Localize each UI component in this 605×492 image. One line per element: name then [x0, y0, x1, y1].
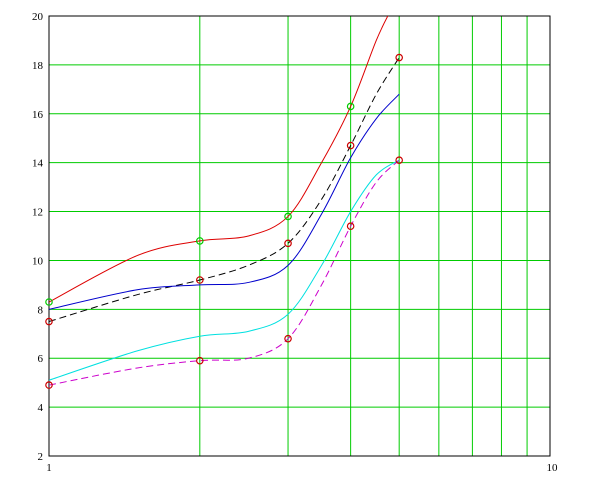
grid [49, 16, 550, 456]
data-point-marker [395, 53, 403, 62]
y-tick-label: 6 [38, 353, 44, 365]
series-line-4 [49, 159, 400, 381]
y-tick-label: 12 [32, 207, 43, 219]
y-tick-label: 2 [38, 451, 44, 463]
plot-frame [48, 15, 551, 457]
marker-group [45, 53, 403, 389]
series-group [49, 16, 400, 386]
y-tick-label: 18 [32, 60, 44, 72]
y-tick-label: 20 [32, 11, 44, 23]
x-tick-label: 1 [46, 462, 52, 474]
y-tick-label: 16 [32, 109, 44, 121]
data-point-marker [196, 356, 204, 365]
x-tick-label: 10 [547, 462, 559, 474]
data-point-marker [196, 276, 204, 284]
x-axis-ticks: 1 10 [46, 462, 558, 474]
series-line-5 [49, 159, 400, 386]
data-point-marker [45, 381, 53, 389]
y-tick-label: 14 [32, 158, 44, 170]
data-point-marker [45, 317, 53, 326]
y-tick-label: 8 [38, 304, 44, 316]
data-point-marker [284, 212, 292, 221]
data-point-marker [395, 156, 403, 165]
y-tick-label: 4 [38, 402, 44, 414]
data-point-marker [196, 237, 204, 245]
data-point-marker [346, 222, 355, 231]
y-tick-label: 10 [32, 255, 44, 267]
data-point-marker [284, 334, 292, 343]
series-line-1 [49, 16, 389, 303]
data-point-marker [45, 298, 53, 306]
data-point-marker [346, 102, 355, 111]
data-point-marker [346, 141, 355, 150]
y-axis-ticks: 2 4 6 8 10 12 14 16 18 20 [32, 11, 44, 463]
data-point-marker [284, 239, 292, 248]
series-line-3 [49, 93, 400, 310]
series-line-2 [49, 57, 400, 323]
